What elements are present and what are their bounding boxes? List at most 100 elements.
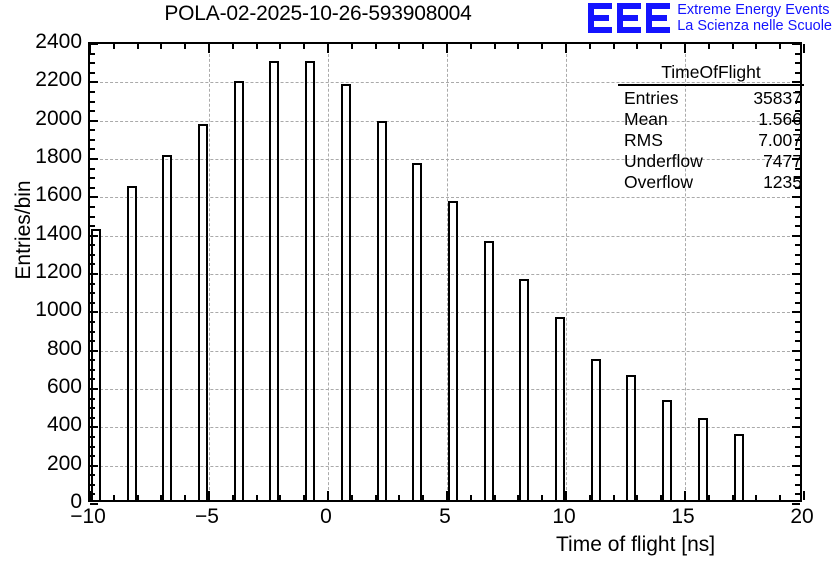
x-axis-tick [89,491,91,500]
stats-rows: Entries 35837 Mean 1.566 RMS 7.007 Underflow 74… [616,88,806,193]
y-axis-tick [90,234,98,237]
y-axis-minor-tick [795,186,800,189]
y-axis-minor-tick [795,62,800,65]
eee-letter-e3-icon [646,3,671,33]
y-tick-label: 2400 [35,30,82,53]
y-axis-minor-tick [795,225,800,228]
x-axis-minor-tick [517,44,520,49]
x-tick-label: 15 [671,505,695,528]
eee-mark-icon [588,3,671,33]
y-axis-tick [90,158,98,160]
y-axis-minor-tick [795,52,800,55]
x-axis-minor-tick [779,495,782,500]
y-axis-minor-tick [795,100,800,103]
x-tick-label: 20 [790,505,814,528]
y-axis-minor-tick [90,148,95,151]
y-axis-minor-tick [90,215,95,218]
page-title: POLA-02-2025-10-26-593908004 [164,2,472,25]
y-axis-tick [90,196,98,199]
y-axis-minor-tick [795,129,800,132]
histogram-bar [376,120,387,500]
stats-row-value: 7477 [763,151,802,171]
x-axis-minor-tick [755,44,758,49]
x-axis-minor-tick [184,495,187,500]
x-axis-minor-tick [636,495,639,500]
y-axis-minor-tick [795,177,800,180]
y-axis-minor-tick [795,253,800,256]
y-axis-minor-tick [795,263,800,266]
gridline-horizontal [90,350,800,352]
x-axis-minor-tick [255,495,258,500]
y-axis-tick [90,273,98,275]
y-tick-label: 1000 [35,298,82,322]
histogram-bar [555,316,566,500]
stats-divider [618,84,804,86]
y-axis-minor-tick [90,90,95,93]
y-axis-tick [90,464,98,467]
y-axis-title: Entries/bin [12,180,35,280]
y-axis-minor-tick [795,244,800,247]
histogram-bar [697,417,708,500]
y-axis-minor-tick [90,110,95,113]
x-axis-tick [327,44,329,53]
x-tick-label: 5 [439,505,451,528]
y-axis-minor-tick [795,368,800,371]
histogram-bar [198,124,209,500]
y-axis-tick [90,388,98,390]
stats-row-label: RMS [624,130,663,150]
x-axis-minor-tick [231,44,234,49]
gridline-vertical [209,44,210,500]
y-axis-minor-tick [90,177,95,180]
gridline-horizontal [90,389,800,390]
x-axis-minor-tick [303,495,306,500]
stats-row-value: 7.007 [758,130,802,150]
x-axis-tick [89,44,91,53]
y-tick-label: 0 [70,490,82,513]
y-axis-minor-tick [795,148,800,151]
histogram-bars [90,44,800,500]
y-axis-tick [792,234,800,237]
histogram-bar [269,61,280,500]
x-axis-minor-tick [493,44,496,49]
x-axis-minor-tick [303,44,306,49]
y-axis-minor-tick [795,301,800,304]
x-axis-minor-tick [707,495,710,500]
y-tick-label: 200 [46,451,82,475]
gridline-horizontal [90,427,800,429]
x-axis-minor-tick [541,495,544,500]
y-axis-minor-tick [795,215,800,218]
y-axis-tick [792,464,800,467]
gridline-horizontal [90,312,800,314]
stats-row: RMS 7.007 [616,130,806,151]
x-axis-minor-tick [612,495,615,500]
x-axis-minor-tick [112,44,115,49]
x-axis-minor-tick [398,44,401,49]
gridline-horizontal [90,159,800,160]
x-axis-tick [208,44,210,53]
y-axis-minor-tick [795,493,800,496]
histogram-bar [447,201,458,500]
histogram-bar [90,228,101,500]
x-axis-minor-tick [731,44,734,49]
y-axis-minor-tick [795,71,800,74]
x-axis-minor-tick [136,495,139,500]
histogram-bar [233,81,244,500]
x-axis-tick [327,491,329,500]
x-axis-tick [446,491,448,500]
stats-row-value: 1.566 [758,109,802,129]
y-tick-label: 2000 [35,106,82,130]
x-axis-minor-tick [469,495,472,500]
x-axis-minor-tick [279,495,282,500]
x-axis-minor-tick [350,495,353,500]
stats-row-label: Underflow [624,151,703,171]
y-axis-minor-tick [795,435,800,438]
y-axis-minor-tick [795,416,800,419]
stats-box: TimeOfFlight Entries 35837 Mean 1.566 RMS 7.0… [616,62,806,193]
y-axis-tick [792,43,800,45]
x-axis-minor-tick [469,44,472,49]
y-axis-tick [792,158,800,160]
x-axis-minor-tick [350,44,353,49]
x-axis-minor-tick [160,495,163,500]
y-axis-minor-tick [795,292,800,295]
y-axis-minor-tick [90,129,95,132]
